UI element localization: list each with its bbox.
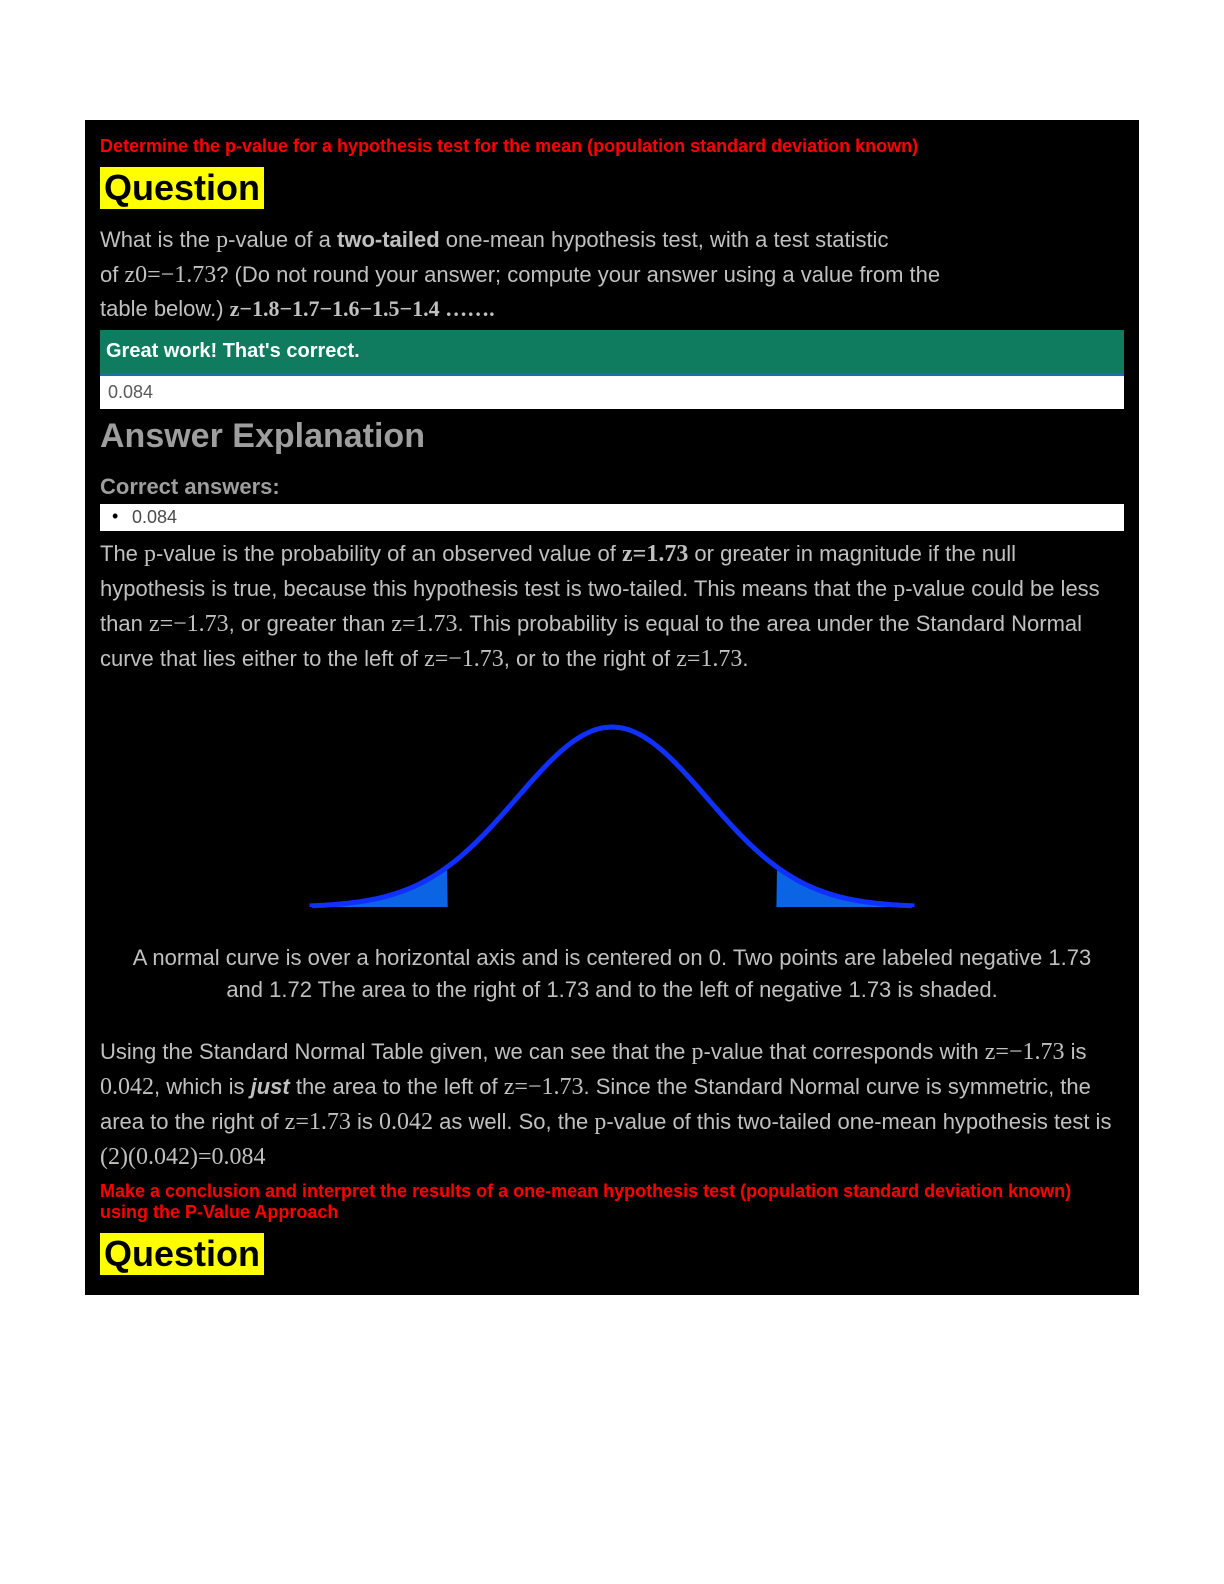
q2-b: z0=−1.73	[124, 262, 216, 288]
figure-caption: A normal curve is over a horizontal axis…	[130, 942, 1094, 1006]
q3-b: z−1.8−1.7−1.6−1.5−1.4 …….	[230, 296, 495, 321]
question-heading-1: Question	[100, 167, 264, 209]
q2-a: of	[100, 262, 124, 287]
curve-outline	[312, 727, 912, 907]
left-tail-region	[312, 867, 448, 907]
q1-a: What is the	[100, 227, 216, 252]
q1-c: -value of a	[228, 227, 337, 252]
explanation-heading: Answer Explanation	[100, 417, 1124, 456]
explanation-para-2: Using the Standard Normal Table given, w…	[100, 1035, 1124, 1174]
explanation-para-1: The p-value is the probability of an obs…	[100, 537, 1124, 676]
question-heading-2: Question	[100, 1233, 264, 1275]
section-header-2: Make a conclusion and interpret the resu…	[100, 1181, 1124, 1223]
right-tail-region	[776, 867, 912, 907]
correct-answers-label: Correct answers:	[100, 474, 1124, 500]
question-text: What is the p-value of a two-tailed one-…	[100, 223, 1124, 324]
page: Determine the p-value for a hypothesis t…	[0, 0, 1224, 1584]
content-block: Determine the p-value for a hypothesis t…	[85, 120, 1139, 1295]
answer-value: 0.084	[100, 376, 1124, 409]
q2-c: ? (Do not round your answer; compute you…	[216, 262, 940, 287]
normal-curve-svg	[292, 707, 932, 917]
feedback-bar: Great work! That's correct.	[100, 330, 1124, 376]
q1-b: p	[216, 227, 228, 253]
q3-a: table below.)	[100, 296, 230, 321]
q1-e: one-mean hypothesis test, with a test st…	[440, 227, 889, 252]
section-header-1: Determine the p-value for a hypothesis t…	[100, 136, 1124, 157]
correct-answer-item: 0.084	[100, 504, 1124, 531]
q1-d: two-tailed	[337, 227, 440, 252]
normal-curve-figure	[100, 707, 1124, 922]
